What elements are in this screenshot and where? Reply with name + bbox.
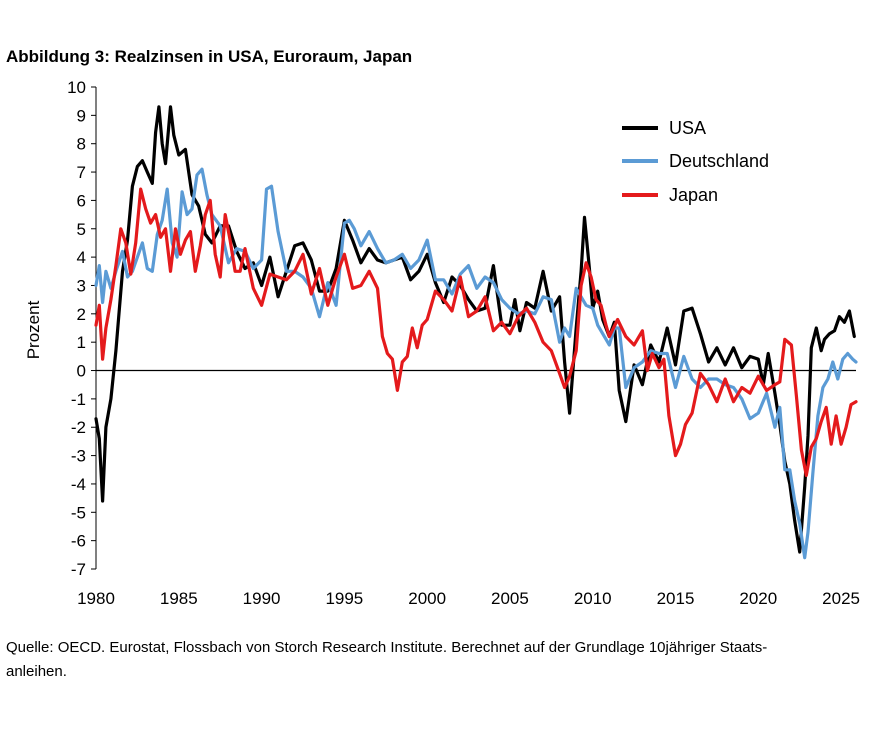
x-tick-label: 2010 — [574, 589, 612, 608]
y-tick-label: -4 — [71, 475, 86, 494]
legend-label-japan: Japan — [669, 185, 718, 205]
y-tick-label: 0 — [77, 362, 86, 381]
source-line-2: anleihen. — [6, 663, 67, 680]
x-tick-label: 1990 — [243, 589, 281, 608]
y-tick-label: -1 — [71, 390, 86, 409]
y-tick-label: -7 — [71, 560, 86, 579]
x-tick-label: 2005 — [491, 589, 529, 608]
chart-title: Abbildung 3: Realzinsen in USA, Euroraum… — [6, 47, 413, 66]
x-tick-label: 2000 — [408, 589, 446, 608]
y-tick-label: 1 — [77, 333, 86, 352]
y-tick-label: 2 — [77, 305, 86, 324]
legend: USA Deutschland Japan — [622, 118, 769, 205]
series-line-usa — [94, 105, 856, 554]
x-tick-label: 2015 — [657, 589, 695, 608]
x-tick-label: 2025 — [822, 589, 860, 608]
x-tick-label: 2020 — [739, 589, 777, 608]
y-tick-label: -6 — [71, 532, 86, 551]
y-tick-label: 4 — [77, 248, 86, 267]
line-chart: -7 -6 -5 -4 -3 -2 -1 0 1 2 3 4 5 6 7 8 9 10 1980 1985 1990 19… — [24, 78, 860, 608]
source-note: Quelle: OECD. Eurostat, Flossbach von St… — [6, 636, 886, 684]
y-tick-label: -5 — [71, 503, 86, 522]
y-tick-label: 7 — [77, 163, 86, 182]
source-line-1: Quelle: OECD. Eurostat, Flossbach von St… — [6, 639, 768, 656]
y-tick-label: -2 — [71, 418, 86, 437]
y-tick-label: 8 — [77, 135, 86, 154]
y-tick-label: -3 — [71, 447, 86, 466]
x-tick-label: 1995 — [325, 589, 363, 608]
y-tick-label: 6 — [77, 191, 86, 210]
series-line-deutschland — [94, 167, 858, 560]
series-line-japan — [94, 187, 858, 477]
legend-label-usa: USA — [669, 118, 706, 138]
y-tick-label: 9 — [77, 106, 86, 125]
y-tick-label: 3 — [77, 276, 86, 295]
x-tick-label: 1980 — [77, 589, 115, 608]
y-axis-label: Prozent — [24, 300, 43, 359]
legend-label-deutschland: Deutschland — [669, 151, 769, 171]
x-tick-label: 1985 — [160, 589, 198, 608]
y-tick-label: 10 — [67, 78, 86, 97]
axes: -7 -6 -5 -4 -3 -2 -1 0 1 2 3 4 5 6 7 8 9 10 1980 1985 1990 19… — [67, 78, 860, 608]
series-lines — [94, 105, 858, 560]
y-tick-label: 5 — [77, 220, 86, 239]
